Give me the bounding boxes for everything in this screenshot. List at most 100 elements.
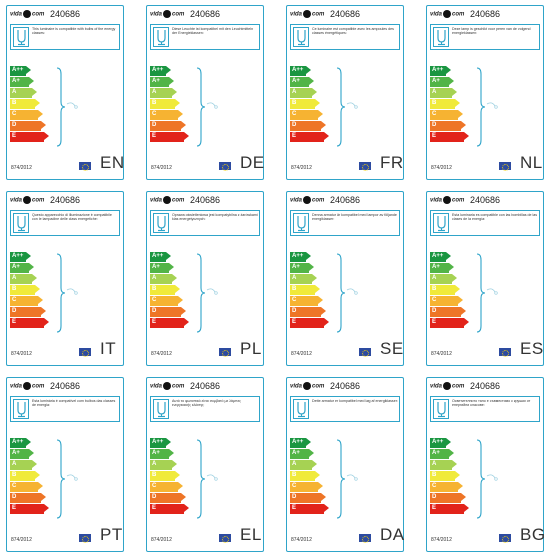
product-code: 240686 bbox=[470, 195, 501, 205]
energy-label-card: vida com 240686 Deze lamp is geschikt voo… bbox=[426, 5, 544, 180]
language-code: PT bbox=[100, 525, 123, 544]
bulb-icon bbox=[13, 213, 29, 233]
brand-logo: vida com bbox=[290, 382, 325, 390]
energy-class-bar: E bbox=[10, 132, 49, 142]
compatibility-box: Oprawa oświetleniowa jest kompatybilna z… bbox=[150, 210, 260, 236]
energy-label-card: vida com 240686 This luminaire is compati… bbox=[6, 5, 124, 180]
energy-label-panel: vida com 240686 This luminaire is compati… bbox=[3, 2, 143, 188]
eu-flag-icon bbox=[79, 534, 91, 543]
compatibility-box: Deze lamp is geschikt voor peren van de … bbox=[430, 24, 540, 50]
energy-class-bar: A++ bbox=[150, 438, 171, 448]
label-header: vida com 240686 bbox=[10, 195, 120, 209]
energy-class-bar: A++ bbox=[10, 66, 31, 76]
language-code: ES bbox=[520, 339, 544, 358]
energy-class-bar: A+ bbox=[150, 263, 174, 273]
energy-label-card: vida com 240686 Αυτό το φωτιστικό είναι σ… bbox=[146, 377, 264, 552]
eu-flag-icon bbox=[79, 348, 91, 357]
bulb-icon bbox=[433, 27, 449, 47]
compatibility-box: Questo apparecchio di illuminazione è co… bbox=[10, 210, 120, 236]
label-header: vida com 240686 bbox=[290, 381, 400, 395]
energy-class-bar: A bbox=[10, 88, 37, 98]
compatibility-box: Ce luminaire est compatible avec les amp… bbox=[290, 24, 400, 50]
energy-class-bar: B bbox=[150, 285, 180, 295]
language-code: EN bbox=[100, 153, 125, 172]
language-code: PL bbox=[240, 339, 262, 358]
energy-class-bar: B bbox=[290, 471, 320, 481]
energy-class-bar: C bbox=[150, 296, 183, 306]
label-header: vida com 240686 bbox=[150, 195, 260, 209]
label-header: vida com 240686 bbox=[290, 195, 400, 209]
brace-icon bbox=[56, 67, 78, 147]
energy-label-card: vida com 240686 Esta luminária é compatív… bbox=[6, 377, 124, 552]
brand-logo: vida com bbox=[10, 196, 45, 204]
regulation-number: 874/2012 bbox=[431, 351, 452, 357]
energy-class-scale: A++ A+ A B C D E bbox=[150, 252, 189, 332]
energy-class-bar: E bbox=[10, 504, 49, 514]
energy-class-bar: D bbox=[430, 493, 466, 503]
regulation-number: 874/2012 bbox=[431, 165, 452, 171]
energy-class-bar: B bbox=[290, 99, 320, 109]
energy-class-bar: D bbox=[10, 121, 46, 131]
eu-flag-icon bbox=[79, 162, 91, 171]
energy-label-panel: vida com 240686 Diese Leuchte ist kompati… bbox=[143, 2, 283, 188]
energy-label-panel: vida com 240686 Осветителното тяло е съвм… bbox=[423, 374, 560, 560]
product-code: 240686 bbox=[190, 195, 221, 205]
regulation-number: 874/2012 bbox=[11, 351, 32, 357]
energy-class-bar: A bbox=[290, 460, 317, 470]
energy-class-bar: C bbox=[290, 296, 323, 306]
energy-class-bar: A++ bbox=[430, 438, 451, 448]
label-header: vida com 240686 bbox=[430, 9, 540, 23]
energy-class-bar: A bbox=[290, 88, 317, 98]
compatibility-text: Esta luminária é compatível com bulbos d… bbox=[32, 399, 116, 408]
product-code: 240686 bbox=[470, 381, 501, 391]
product-code: 240686 bbox=[50, 381, 81, 391]
compatibility-box: Dette armatur er kompatibel med løg af e… bbox=[290, 396, 400, 422]
brand-logo: vida com bbox=[290, 10, 325, 18]
energy-class-scale: A++ A+ A B C D E bbox=[430, 438, 469, 518]
compatibility-text: Осветителното тяло е съвместимо с крушки… bbox=[452, 399, 531, 408]
bulb-icon bbox=[153, 213, 169, 233]
product-code: 240686 bbox=[190, 9, 221, 19]
bulb-icon bbox=[13, 399, 29, 419]
label-header: vida com 240686 bbox=[150, 381, 260, 395]
brace-icon bbox=[196, 67, 218, 147]
label-header: vida com 240686 bbox=[430, 381, 540, 395]
energy-class-bar: A+ bbox=[290, 263, 314, 273]
regulation-number: 874/2012 bbox=[151, 165, 172, 171]
energy-label-card: vida com 240686 Esta luminaria es compati… bbox=[426, 191, 544, 366]
energy-class-bar: A++ bbox=[290, 438, 311, 448]
energy-label-card: vida com 240686 Diese Leuchte ist kompati… bbox=[146, 5, 264, 180]
brace-icon bbox=[336, 253, 358, 333]
energy-class-bar: B bbox=[150, 471, 180, 481]
product-code: 240686 bbox=[190, 381, 221, 391]
eu-flag-icon bbox=[219, 348, 231, 357]
energy-class-bar: E bbox=[430, 504, 469, 514]
bulb-icon bbox=[153, 27, 169, 47]
energy-label-panel: vida com 240686 Denna armatur är kompatib… bbox=[283, 188, 423, 374]
energy-label-panel: vida com 240686 Esta luminária é compatív… bbox=[3, 374, 143, 560]
regulation-number: 874/2012 bbox=[151, 351, 172, 357]
energy-label-panel: vida com 240686 Esta luminaria es compati… bbox=[423, 188, 560, 374]
energy-label-card: vida com 240686 Oprawa oświetleniowa jest… bbox=[146, 191, 264, 366]
regulation-number: 874/2012 bbox=[431, 537, 452, 543]
brace-icon bbox=[56, 253, 78, 333]
energy-class-scale: A++ A+ A B C D E bbox=[10, 252, 49, 332]
energy-label-card: vida com 240686 Dette armatur er kompatib… bbox=[286, 377, 404, 552]
energy-class-bar: A bbox=[150, 88, 177, 98]
energy-label-panel: vida com 240686 Αυτό το φωτιστικό είναι σ… bbox=[143, 374, 283, 560]
product-code: 240686 bbox=[330, 195, 361, 205]
energy-class-bar: C bbox=[10, 110, 43, 120]
energy-class-bar: D bbox=[290, 307, 326, 317]
energy-class-bar: D bbox=[150, 493, 186, 503]
energy-class-bar: A++ bbox=[290, 66, 311, 76]
brand-logo: vida com bbox=[430, 10, 465, 18]
energy-class-bar: A bbox=[290, 274, 317, 284]
language-code: IT bbox=[100, 339, 117, 358]
brace-icon bbox=[336, 67, 358, 147]
label-header: vida com 240686 bbox=[10, 9, 120, 23]
energy-class-bar: E bbox=[150, 318, 189, 328]
energy-class-bar: A+ bbox=[290, 449, 314, 459]
bulb-icon bbox=[153, 399, 169, 419]
eu-flag-icon bbox=[219, 162, 231, 171]
